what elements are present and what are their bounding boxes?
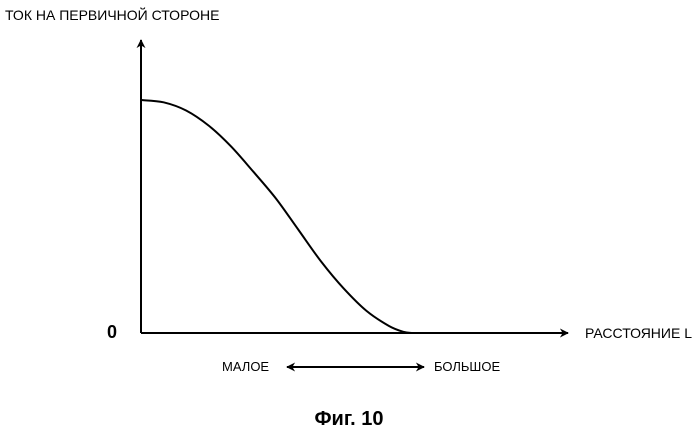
y-axis-label: ТОК НА ПЕРВИЧНОЙ СТОРОНЕ — [5, 6, 219, 23]
large-distance-label: БОЛЬШОЕ — [434, 359, 500, 374]
origin-label: 0 — [107, 322, 117, 342]
x-axis-label: РАССТОЯНИЕ L — [585, 325, 692, 341]
figure-caption: Фиг. 10 — [314, 408, 383, 430]
current-curve — [141, 100, 412, 333]
small-distance-label: МАЛОЕ — [222, 359, 269, 374]
